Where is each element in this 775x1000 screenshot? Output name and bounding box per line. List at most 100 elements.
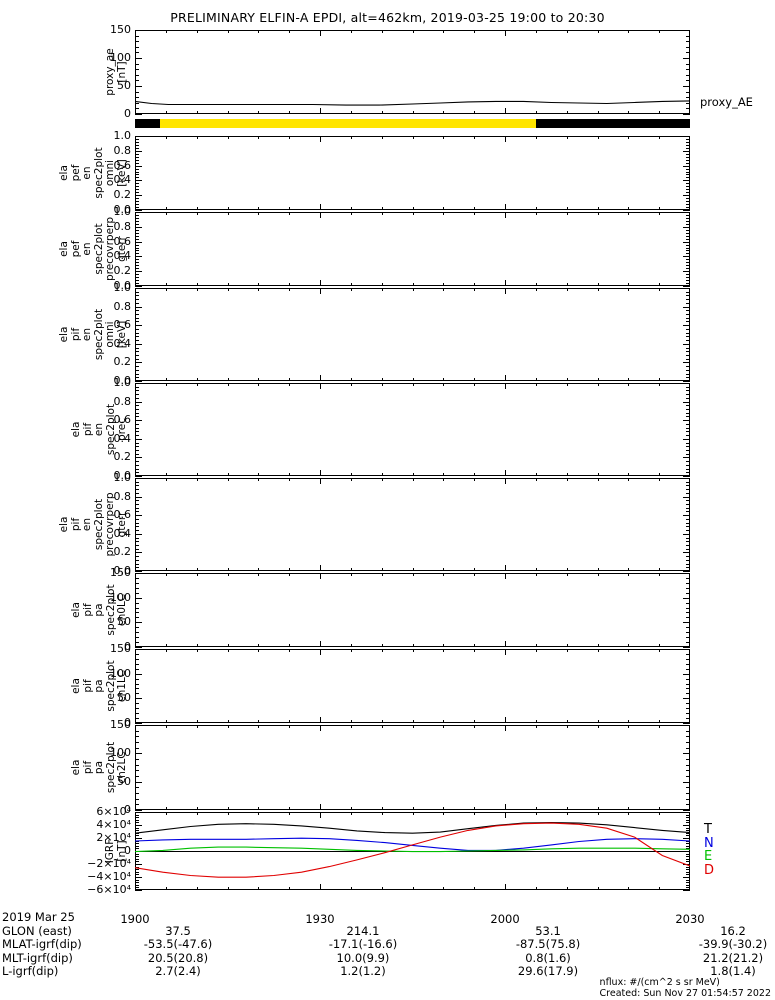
x-tick-minor <box>289 644 290 647</box>
y-tick-minor <box>686 390 690 391</box>
y-tick-minor <box>686 869 690 870</box>
x-tick-minor <box>382 207 383 210</box>
x-tick-minor <box>197 725 198 728</box>
y-tick-minor <box>686 103 690 104</box>
y-tick-minor <box>135 160 139 161</box>
y-tick-label: 0.0 <box>113 374 132 387</box>
y-tick-minor <box>135 556 139 557</box>
y-tick-minor <box>686 398 690 399</box>
y-tick-minor <box>686 239 690 240</box>
row-label: MLT-igrf(dip) <box>2 950 73 965</box>
x-tick-minor <box>567 807 568 810</box>
y-tick-minor <box>686 359 690 360</box>
x-tick-minor <box>289 473 290 476</box>
x-tick-minor <box>413 887 414 890</box>
y-tick-major <box>683 195 690 196</box>
y-tick-minor <box>686 230 690 231</box>
y-tick-minor <box>135 250 139 251</box>
y-tick-minor <box>135 321 139 322</box>
x-tick-minor <box>474 568 475 571</box>
y-tick-minor <box>686 172 690 173</box>
x-tick-minor <box>228 649 229 652</box>
x-tick-major <box>135 136 136 142</box>
x-tick-minor <box>351 288 352 291</box>
y-tick-minor <box>686 731 690 732</box>
y-tick-minor <box>135 142 139 143</box>
y-tick-minor <box>135 736 139 737</box>
x-tick-minor <box>413 725 414 728</box>
y-tick-minor <box>686 387 690 388</box>
y-tick-minor <box>686 556 690 557</box>
x-tick-major <box>689 884 690 890</box>
y-tick-major <box>683 698 690 699</box>
x-tick-minor <box>289 288 290 291</box>
y-tick-minor <box>135 500 139 501</box>
x-tick-label: 2030 <box>675 912 705 926</box>
y-tick-major <box>135 698 142 699</box>
panel-label-line: ch1LC <box>115 669 128 703</box>
y-tick-major <box>135 674 142 675</box>
x-tick-major <box>505 804 506 810</box>
x-tick-minor <box>659 378 660 381</box>
y-tick-minor <box>686 69 690 70</box>
y-tick-minor <box>686 489 690 490</box>
x-tick-minor <box>258 283 259 286</box>
y-tick-minor <box>686 545 690 546</box>
y-tick-major <box>135 344 142 345</box>
y-tick-label: 0.8 <box>113 143 132 157</box>
y-tick-minor <box>135 103 139 104</box>
y-tick-major <box>683 402 690 403</box>
y-tick-label: 0.6 <box>113 158 132 172</box>
x-tick-minor <box>443 473 444 476</box>
x-tick-minor <box>382 649 383 652</box>
x-tick-minor <box>382 644 383 647</box>
y-tick-minor <box>135 874 139 875</box>
y-tick-minor <box>686 310 690 311</box>
x-tick-minor <box>474 288 475 291</box>
y-tick-minor <box>686 799 690 800</box>
y-tick-minor <box>686 454 690 455</box>
legend-item-E: E <box>704 849 713 864</box>
x-tick-minor <box>258 136 259 139</box>
x-tick-minor <box>659 720 660 723</box>
y-tick-minor <box>135 183 139 184</box>
panel-frame-proxy-ae <box>135 30 690 114</box>
y-tick-minor <box>135 236 139 237</box>
y-tick-major <box>135 478 142 479</box>
trace-T <box>135 822 690 834</box>
y-tick-minor <box>135 541 139 542</box>
table-row: MLAT-igrf(dip) -53.5(-47.6) -17.1(-16.6) -8… <box>2 938 775 952</box>
x-tick-minor <box>166 212 167 215</box>
x-tick-major <box>135 725 136 731</box>
y-tick-minor <box>135 174 139 175</box>
y-tick-minor <box>135 549 139 550</box>
x-tick-major <box>505 288 506 294</box>
x-tick-minor <box>197 283 198 286</box>
y-tick-major <box>683 86 690 87</box>
y-tick-minor <box>686 186 690 187</box>
y-tick-minor <box>135 567 139 568</box>
y-tick-major <box>135 288 142 289</box>
y-tick-minor <box>135 443 139 444</box>
x-tick-minor <box>659 136 660 139</box>
y-tick-minor <box>686 835 690 836</box>
y-tick-minor <box>686 221 690 222</box>
y-tick-minor <box>686 218 690 219</box>
x-tick-major <box>689 375 690 381</box>
x-tick-minor <box>567 573 568 576</box>
y-tick-major <box>135 476 142 477</box>
y-tick-major <box>135 166 142 167</box>
y-tick-major <box>683 151 690 152</box>
x-tick-minor <box>567 136 568 139</box>
x-tick-minor <box>474 30 475 33</box>
y-tick-minor <box>686 549 690 550</box>
y-tick-minor <box>135 519 139 520</box>
legend-item-T: T <box>704 822 712 837</box>
x-tick-minor <box>659 30 660 33</box>
x-tick-minor <box>197 807 198 810</box>
y-tick-minor <box>135 654 139 655</box>
x-tick-minor <box>659 644 660 647</box>
x-tick-minor <box>628 725 629 728</box>
panel-frame-ela-pif-pa-ch1lc <box>135 649 690 723</box>
y-tick-minor <box>135 218 139 219</box>
